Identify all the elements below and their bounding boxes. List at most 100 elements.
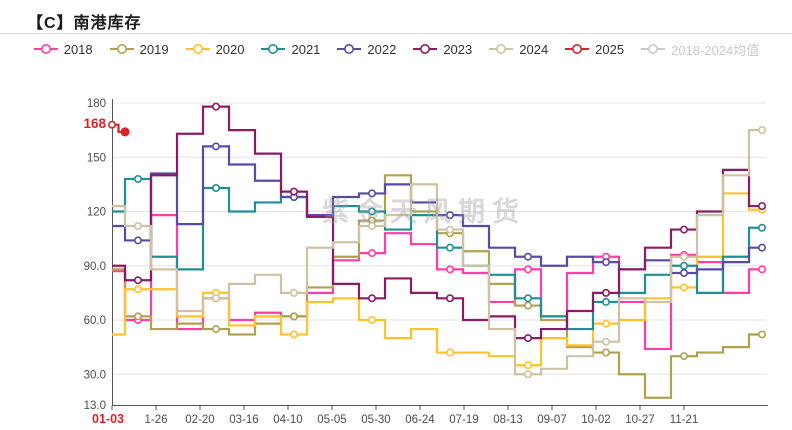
x-tick-label: 08-13 (493, 414, 522, 426)
series-marker-2023 (289, 187, 298, 196)
series-marker-2021 (523, 294, 532, 303)
legend-label: 2019 (139, 41, 169, 57)
legend-label: 2023 (443, 41, 473, 57)
series-marker-2019 (679, 352, 688, 361)
series-marker-2023 (134, 276, 143, 285)
legend-item-2018[interactable]: 2018 (33, 42, 93, 57)
series-marker-2020 (289, 330, 298, 339)
series-marker-2023 (523, 334, 532, 343)
series-marker-2024 (445, 225, 454, 234)
series-marker-2024 (523, 370, 532, 379)
series-marker-2021 (212, 183, 221, 192)
legend-marker-icon (33, 44, 58, 54)
y-tick-label: 30.0 (84, 369, 106, 381)
series-marker-2020 (601, 319, 610, 328)
x-tick-label: 02-20 (185, 414, 214, 426)
series-line-2024 (112, 129, 762, 376)
series-marker-2021 (134, 174, 143, 183)
series-marker-2019 (601, 348, 610, 357)
legend-item-2024[interactable]: 2024 (488, 42, 548, 57)
x-tick-label: 06-24 (405, 414, 435, 426)
x-tick-label: 10-27 (625, 414, 654, 426)
x-tick-label: 05-05 (317, 414, 346, 426)
series-marker-2024 (212, 294, 221, 303)
x-tick-label: 10-02 (581, 414, 610, 426)
series-marker-2022 (367, 189, 376, 198)
legend-item-2023[interactable]: 2023 (412, 42, 472, 57)
series-line-2021 (112, 177, 762, 331)
series-marker-2021 (601, 297, 610, 306)
legend-item-2025[interactable]: 2025 (564, 42, 624, 57)
series-marker-2024 (289, 288, 298, 297)
series-marker-2023 (679, 225, 688, 234)
series-marker-2023 (601, 288, 610, 297)
legend-item-2022[interactable]: 2022 (336, 42, 396, 57)
series-marker-2020 (679, 283, 688, 292)
legend-label: 2024 (519, 41, 549, 57)
x-tick-label: 11-21 (670, 414, 699, 426)
legend-label: 2022 (367, 41, 397, 57)
y-tick-label: 90.0 (84, 261, 106, 273)
y-axis-highlight-label: 168 (83, 116, 106, 131)
series-marker-2021 (757, 223, 766, 232)
y-tick-label: 13.0 (84, 400, 106, 412)
chart-title: 【C】南港库存 (27, 15, 142, 32)
legend-marker-icon (337, 44, 362, 54)
series-marker-2024 (367, 221, 376, 230)
legend-marker-icon (641, 44, 666, 54)
series-marker-2020 (523, 361, 532, 370)
series-marker-2018 (757, 265, 766, 274)
series-marker-2023 (445, 294, 454, 303)
legend-label: 2018 (63, 41, 93, 57)
series-marker-2022 (679, 268, 688, 277)
series-marker-2024 (601, 337, 610, 346)
series-marker-2019 (212, 325, 221, 334)
legend-marker-icon (185, 44, 210, 54)
x-tick-label: 01-03 (92, 412, 124, 426)
legend-item-2021[interactable]: 2021 (260, 42, 320, 57)
series-marker-2019 (523, 301, 532, 310)
x-tick-label: 04-10 (273, 414, 302, 426)
legend-label: 2020 (215, 41, 245, 57)
series-marker-2022 (134, 236, 143, 245)
series-marker-2022 (757, 243, 766, 252)
title-divider (0, 33, 792, 34)
series-marker-2024 (679, 252, 688, 261)
series-marker-2022 (523, 252, 532, 261)
series-marker-2019 (289, 312, 298, 321)
y-tick-label: 180 (87, 98, 106, 110)
legend-marker-icon (413, 44, 438, 54)
legend: 2018 2019 2020 2021 2022 2023 2024 2025 2018-202… (0, 39, 792, 59)
x-tick-label: 07-19 (449, 414, 478, 426)
legend-marker-icon (489, 44, 514, 54)
series-marker-2018 (445, 265, 454, 274)
legend-item-2020[interactable]: 2020 (185, 41, 245, 57)
series-marker-2020 (367, 316, 376, 325)
series-marker-2019 (134, 312, 143, 321)
legend-label: 2018-2024均值 (671, 42, 760, 58)
series-line-2023 (112, 105, 762, 340)
y-tick-label: 150 (87, 152, 106, 164)
series-marker-2020 (445, 348, 454, 357)
series-marker-2020 (134, 285, 143, 294)
x-tick-label: 05-30 (361, 414, 390, 426)
x-tick-label: 1-26 (144, 414, 167, 426)
series-marker-2021 (445, 243, 454, 252)
series-marker-2021 (367, 207, 376, 216)
x-tick-label: 09-07 (537, 414, 566, 426)
series-marker-2023 (757, 202, 766, 211)
series-marker-2023 (367, 294, 376, 303)
legend-label: 2025 (595, 41, 625, 57)
latest-point-marker (120, 127, 130, 137)
legend-marker-icon (565, 44, 590, 54)
legend-label: 2021 (291, 41, 321, 57)
legend-item-2019[interactable]: 2019 (109, 42, 169, 57)
legend-marker-icon (109, 44, 134, 54)
series-marker-2022 (601, 258, 610, 267)
series-marker-2025 (108, 120, 117, 129)
series-marker-2022 (445, 211, 454, 220)
series-marker-2023 (212, 102, 221, 111)
legend-item-2018-2024均值[interactable]: 2018-2024均值 (640, 40, 759, 59)
series-marker-2024 (134, 221, 143, 230)
